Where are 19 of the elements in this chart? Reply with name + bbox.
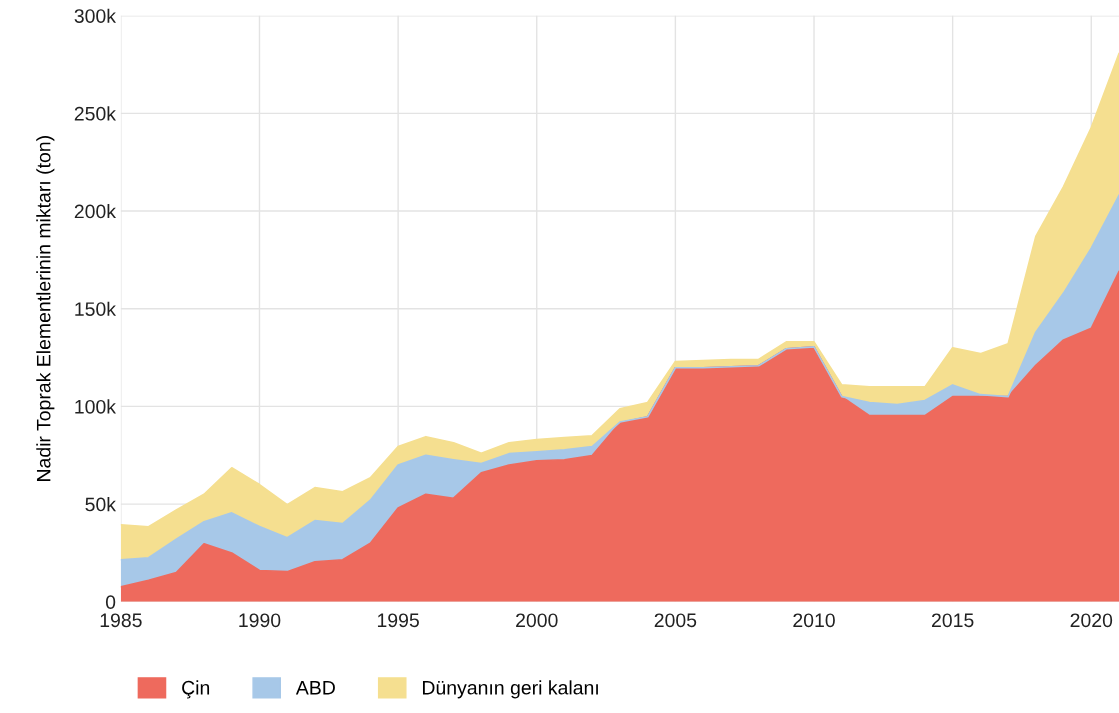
x-tick-label: 2015 [931,613,974,628]
x-tick-label: 2010 [793,613,835,628]
x-tick-label: 2000 [516,613,558,628]
x-tick-label: 1990 [239,613,281,628]
y-tick-label: 250k [74,106,117,121]
legend-label: ABD [295,681,335,695]
y-tick-label: 150k [75,301,117,316]
legend-label: Çin [182,680,210,699]
y-tick-label: 300k [74,8,117,23]
y-tick-label: 50k [85,497,117,512]
y-tick-label: 0 [105,595,116,610]
y-tick-label: 200k [74,204,117,219]
x-tick-label: 1985 [100,613,142,628]
y-axis-title: Nadir Toprak Elementlerinin miktarı (ton) [36,136,55,481]
y-tick-label: 100k [75,399,117,414]
legend-label: Dünyanın geri kalanı [422,680,598,699]
x-tick-label: 1995 [377,613,419,628]
x-tick-label: 2005 [654,613,697,628]
x-tick-label: 2020 [1070,613,1113,628]
